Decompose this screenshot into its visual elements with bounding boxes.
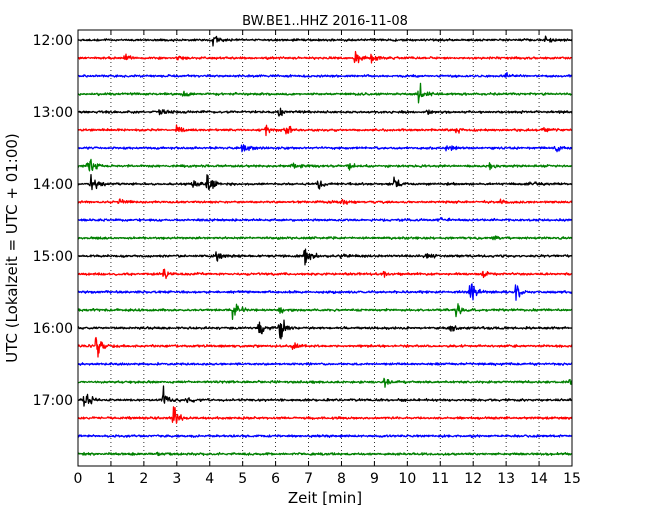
trace-13:45 (77, 158, 573, 172)
x-tick-label: 8 (337, 471, 346, 487)
x-tick-label: 6 (271, 471, 280, 487)
x-axis-ticks: 0 1 2 3 4 5 6 7 8 9 10 11 12 13 14 15 (74, 30, 581, 487)
x-tick-label: 10 (398, 471, 416, 487)
plot-frame (77, 29, 573, 467)
x-tick-label: 13 (497, 471, 515, 487)
trace-14:00 (77, 174, 573, 191)
trace-17:00 (77, 385, 573, 407)
x-tick-label: 1 (106, 471, 115, 487)
x-tick-label: 2 (139, 471, 148, 487)
y-tick-label: 13:00 (33, 105, 73, 121)
trace-16:15 (77, 336, 573, 358)
trace-14:30 (77, 216, 573, 223)
trace-15:45 (77, 303, 573, 321)
y-tick-label: 15:00 (33, 249, 73, 265)
trace-12:15 (77, 50, 573, 64)
x-tick-label: 14 (530, 471, 548, 487)
trace-14:45 (77, 235, 573, 241)
x-tick-label: 11 (431, 471, 449, 487)
x-tick-label: 5 (238, 471, 247, 487)
y-axis-label: UTC (Lokalzeit = UTC + 01:00) (3, 133, 21, 363)
x-tick-label: 0 (74, 471, 83, 487)
x-tick-label: 7 (304, 471, 313, 487)
x-tick-label: 12 (464, 471, 482, 487)
trace-16:00 (77, 319, 573, 340)
trace-15:00 (77, 248, 573, 266)
trace-17:15 (77, 406, 573, 424)
y-tick-label: 14:00 (33, 177, 73, 193)
trace-13:15 (77, 124, 573, 137)
gridlines (110, 30, 540, 466)
trace-12:00 (77, 35, 573, 47)
plot-area (78, 30, 572, 466)
y-tick-label: 12:00 (33, 33, 73, 49)
trace-17:30 (77, 434, 573, 439)
trace-15:30 (77, 283, 573, 301)
y-tick-label: 17:00 (33, 393, 73, 409)
chart-title: BW.BE1..HHZ 2016-11-08 (242, 14, 408, 29)
y-axis-ticks: 12:00 13:00 14:00 15:00 16:00 17:00 (33, 33, 572, 409)
x-tick-label: 9 (370, 471, 379, 487)
trace-13:00 (77, 107, 573, 117)
x-tick-label: 15 (563, 471, 581, 487)
trace-13:30 (77, 144, 573, 153)
trace-12:45 (77, 82, 573, 104)
y-tick-label: 16:00 (33, 321, 73, 337)
trace-16:30 (77, 361, 573, 367)
seismogram-traces (77, 35, 573, 457)
trace-16:45 (77, 377, 573, 388)
trace-12:30 (77, 71, 573, 78)
x-axis-label: Zeit [min] (288, 489, 362, 507)
trace-17:45 (77, 451, 573, 457)
trace-15:15 (77, 268, 573, 280)
x-tick-label: 3 (172, 471, 181, 487)
trace-14:15 (77, 198, 573, 205)
x-tick-label: 4 (205, 471, 214, 487)
